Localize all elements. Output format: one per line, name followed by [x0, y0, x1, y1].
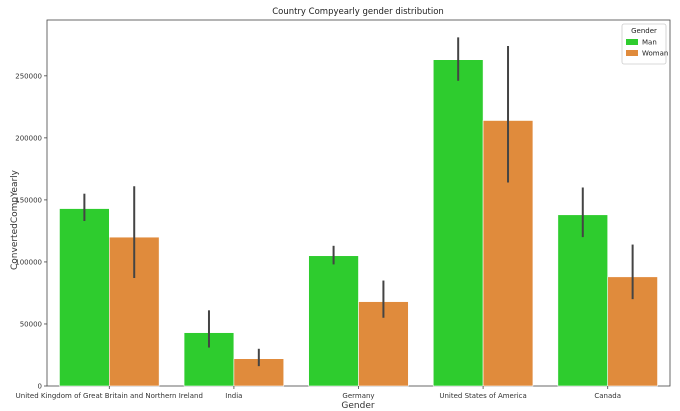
- x-tick-label: Germany: [342, 392, 374, 400]
- legend-label-man: Man: [642, 39, 657, 47]
- bar-man: [432, 59, 484, 387]
- bar-man: [557, 214, 608, 387]
- x-tick-label: India: [225, 392, 242, 400]
- x-tick-label: Canada: [594, 392, 621, 400]
- y-tick-label: 50000: [20, 320, 42, 328]
- x-axis-label: Gender: [341, 401, 374, 411]
- plot-area: 0 50000 100000 150000 200000 250000 United Kin…: [15, 19, 671, 400]
- x-tick-label: United Kingdom of Great Britain and Nort…: [16, 392, 203, 400]
- y-tick-label: 200000: [15, 134, 42, 142]
- y-axis-label: ConvertedCompYearly: [10, 169, 20, 270]
- y-tick-label: 100000: [15, 258, 42, 266]
- bar-man: [59, 208, 110, 387]
- y-tick-label: 150000: [15, 196, 42, 204]
- y-tick-label: 250000: [15, 72, 42, 80]
- chart-title: Country Compyearly gender distribution: [272, 7, 444, 17]
- bar-man: [308, 255, 359, 387]
- legend-title: Gender: [631, 27, 657, 35]
- legend-swatch-man: [626, 39, 638, 45]
- legend-label-woman: Woman: [642, 50, 668, 58]
- x-tick-label: United States of America: [439, 392, 526, 400]
- legend: Gender Man Woman: [621, 23, 668, 65]
- y-tick-label: 0: [38, 383, 42, 391]
- legend-swatch-woman: [626, 50, 638, 56]
